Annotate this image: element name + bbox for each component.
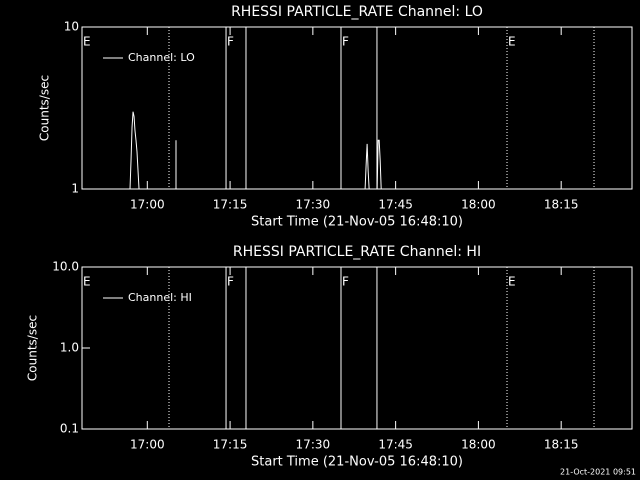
flag-label: E xyxy=(83,275,91,289)
x-tick-label: 17:30 xyxy=(296,198,331,212)
x-tick-label: 17:45 xyxy=(378,198,413,212)
data-line xyxy=(129,111,382,190)
y-axis-label: Counts/sec xyxy=(38,75,52,141)
flag-label: F xyxy=(227,275,234,289)
x-axis-label: Start Time (21-Nov-05 16:48:10) xyxy=(251,455,463,470)
legend-label: Channel: LO xyxy=(128,51,195,64)
chart-title: RHESSI PARTICLE_RATE Channel: HI xyxy=(233,244,481,260)
x-tick-label: 17:00 xyxy=(130,198,165,212)
flag-label: F xyxy=(342,35,349,49)
y-axis-label: Counts/sec xyxy=(26,315,40,381)
flag-label: E xyxy=(508,35,516,49)
y-tick-label: 0.1 xyxy=(60,422,79,436)
y-tick-label: 1 xyxy=(71,182,79,196)
chart-title: RHESSI PARTICLE_RATE Channel: LO xyxy=(231,4,483,20)
footer: 21-Oct-2021 09:51 xyxy=(560,468,636,477)
x-tick-label: 18:00 xyxy=(461,438,496,452)
x-axis-label: Start Time (21-Nov-05 16:48:10) xyxy=(251,215,463,230)
x-tick-label: 17:15 xyxy=(213,438,248,452)
flag-label: F xyxy=(342,275,349,289)
flag-label: F xyxy=(227,35,234,49)
y-tick-label: 10.0 xyxy=(52,260,79,274)
x-tick-label: 18:15 xyxy=(544,438,579,452)
legend-label: Channel: HI xyxy=(128,291,192,304)
y-tick-label: 1.0 xyxy=(60,341,79,355)
x-tick-label: 18:15 xyxy=(544,198,579,212)
y-tick-label: 10 xyxy=(64,20,79,34)
x-tick-label: 17:45 xyxy=(378,438,413,452)
x-tick-label: 17:00 xyxy=(130,438,165,452)
flag-label: E xyxy=(508,275,516,289)
plot-frame xyxy=(81,26,633,190)
flag-label: E xyxy=(83,35,91,49)
x-tick-label: 18:00 xyxy=(461,198,496,212)
x-tick-label: 17:15 xyxy=(213,198,248,212)
x-tick-label: 17:30 xyxy=(296,438,331,452)
